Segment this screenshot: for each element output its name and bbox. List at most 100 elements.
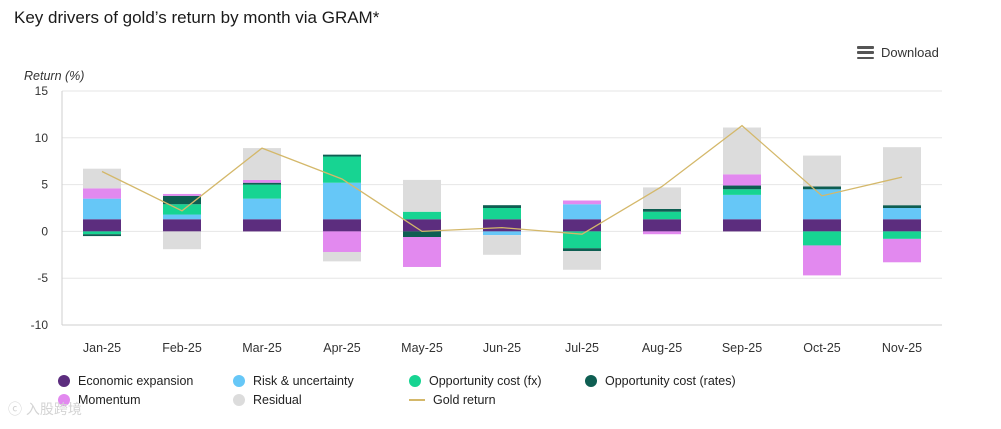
x-tick-label: Feb-25 <box>162 341 202 355</box>
legend-item-risk[interactable]: Risk & uncertainty <box>233 374 354 388</box>
bar-segment-momentum <box>883 238 921 263</box>
legend-swatch-opp-fx <box>409 375 421 387</box>
bar-segment-opp-rates <box>803 186 841 190</box>
legend-label-opp-rates: Opportunity cost (rates) <box>605 374 736 388</box>
bar-segment-economic <box>883 219 921 232</box>
bars <box>83 127 921 276</box>
legend-item-gold-return[interactable]: Gold return <box>409 393 496 407</box>
bar-segment-risk <box>323 182 361 220</box>
x-tick-label: May-25 <box>401 341 443 355</box>
bar-segment-economic <box>643 219 681 232</box>
bar-segment-residual <box>83 168 121 189</box>
bar-segment-risk <box>83 198 121 220</box>
bar-segment-opp-rates <box>243 182 281 185</box>
bar-segment-risk <box>483 231 521 236</box>
bar-segment-residual <box>643 187 681 209</box>
bar-segment-momentum <box>803 245 841 276</box>
bar-segment-risk <box>243 198 281 220</box>
bar-segment-opp-fx <box>803 231 841 246</box>
bar-segment-momentum <box>723 174 761 186</box>
bar-segment-opp-fx <box>163 204 201 215</box>
bar-segment-opp-rates <box>563 248 601 252</box>
x-tick-label: Jul-25 <box>565 341 599 355</box>
y-tick-label: 10 <box>35 131 49 145</box>
legend-label-gold-return: Gold return <box>433 393 496 407</box>
bar-segment-opp-rates <box>483 205 521 208</box>
bar-segment-momentum <box>643 231 681 235</box>
bar-segment-economic <box>483 219 521 232</box>
y-tick-label: 5 <box>41 178 48 192</box>
legend-label-residual: Residual <box>253 393 302 407</box>
bar-segment-opp-fx <box>483 208 521 220</box>
bar-segment-opp-fx <box>643 211 681 220</box>
bar-segment-opp-fx <box>403 211 441 220</box>
watermark: ⓒ 入股跨境 <box>8 401 82 417</box>
bar-segment-residual <box>323 251 361 262</box>
x-tick-label: Nov-25 <box>882 341 922 355</box>
bar-segment-risk <box>723 194 761 220</box>
bar-segment-opp-fx <box>243 184 281 199</box>
legend-item-momentum[interactable]: Momentum <box>58 393 141 407</box>
legend-item-opp-fx[interactable]: Opportunity cost (fx) <box>409 374 542 388</box>
legend-label-opp-fx: Opportunity cost (fx) <box>429 374 542 388</box>
bar-segment-opp-rates <box>83 234 121 237</box>
bar-segment-economic <box>563 219 601 232</box>
bar-segment-opp-rates <box>163 195 201 205</box>
bar-segment-economic <box>403 219 441 232</box>
bar-segment-momentum <box>403 237 441 267</box>
bar-segment-momentum <box>563 200 601 205</box>
legend-swatch-risk <box>233 375 245 387</box>
bar-segment-opp-fx <box>83 231 121 235</box>
bar-segment-opp-rates <box>643 208 681 212</box>
bar-segment-economic <box>243 219 281 232</box>
bar-segment-risk <box>163 214 201 220</box>
legend-label-risk: Risk & uncertainty <box>253 374 354 388</box>
chart-title: Key drivers of gold’s return by month vi… <box>14 8 380 27</box>
legend-swatch-economic <box>58 375 70 387</box>
legend-item-residual[interactable]: Residual <box>233 393 302 407</box>
y-tick-label: -5 <box>37 271 48 285</box>
y-tick-label: -10 <box>31 318 49 332</box>
bar-segment-residual <box>803 155 841 187</box>
legend-swatch-momentum <box>58 394 70 406</box>
y-tick-label: 15 <box>35 84 49 98</box>
bar-segment-opp-fx <box>883 231 921 239</box>
bar-segment-economic <box>163 219 201 232</box>
bar-segment-economic <box>803 219 841 232</box>
gold-return-line-path <box>101 124 903 235</box>
bar-segment-risk <box>563 204 601 220</box>
bar-segment-risk <box>883 208 921 220</box>
bar-segment-economic <box>323 219 361 232</box>
y-tick-label: 0 <box>41 224 48 238</box>
gold-return-line <box>101 124 903 235</box>
x-tick-label: Mar-25 <box>242 341 282 355</box>
x-tick-label: Jun-25 <box>483 341 521 355</box>
bar-segment-opp-fx <box>563 231 601 249</box>
bar-segment-economic <box>723 219 761 232</box>
legend-swatch-opp-rates <box>585 375 597 387</box>
bar-segment-momentum <box>323 231 361 252</box>
x-tick-label: Sep-25 <box>722 341 762 355</box>
bar-segment-opp-rates <box>403 231 441 238</box>
bar-segment-economic <box>83 219 121 232</box>
download-label: Download <box>881 45 939 60</box>
bar-segment-opp-rates <box>723 185 761 190</box>
bar-segment-momentum <box>83 188 121 199</box>
legend-item-economic[interactable]: Economic expansion <box>58 374 193 388</box>
x-tick-label: Jan-25 <box>83 341 121 355</box>
x-tick-label: Aug-25 <box>642 341 682 355</box>
bar-segment-residual <box>883 147 921 206</box>
bar-segment-momentum <box>163 193 201 196</box>
legend-item-opp-rates[interactable]: Opportunity cost (rates) <box>585 374 736 388</box>
bar-segment-momentum <box>243 179 281 183</box>
x-tick-label: Apr-25 <box>323 341 361 355</box>
bar-segment-opp-rates <box>883 205 921 208</box>
bar-segment-residual <box>483 235 521 255</box>
download-button[interactable]: Download <box>857 45 939 60</box>
bar-segment-residual <box>723 127 761 175</box>
legend-label-economic: Economic expansion <box>78 374 194 388</box>
legend-swatch-residual <box>233 394 245 406</box>
y-axis-title: Return (%) <box>24 69 84 83</box>
bar-segment-risk <box>803 189 841 220</box>
